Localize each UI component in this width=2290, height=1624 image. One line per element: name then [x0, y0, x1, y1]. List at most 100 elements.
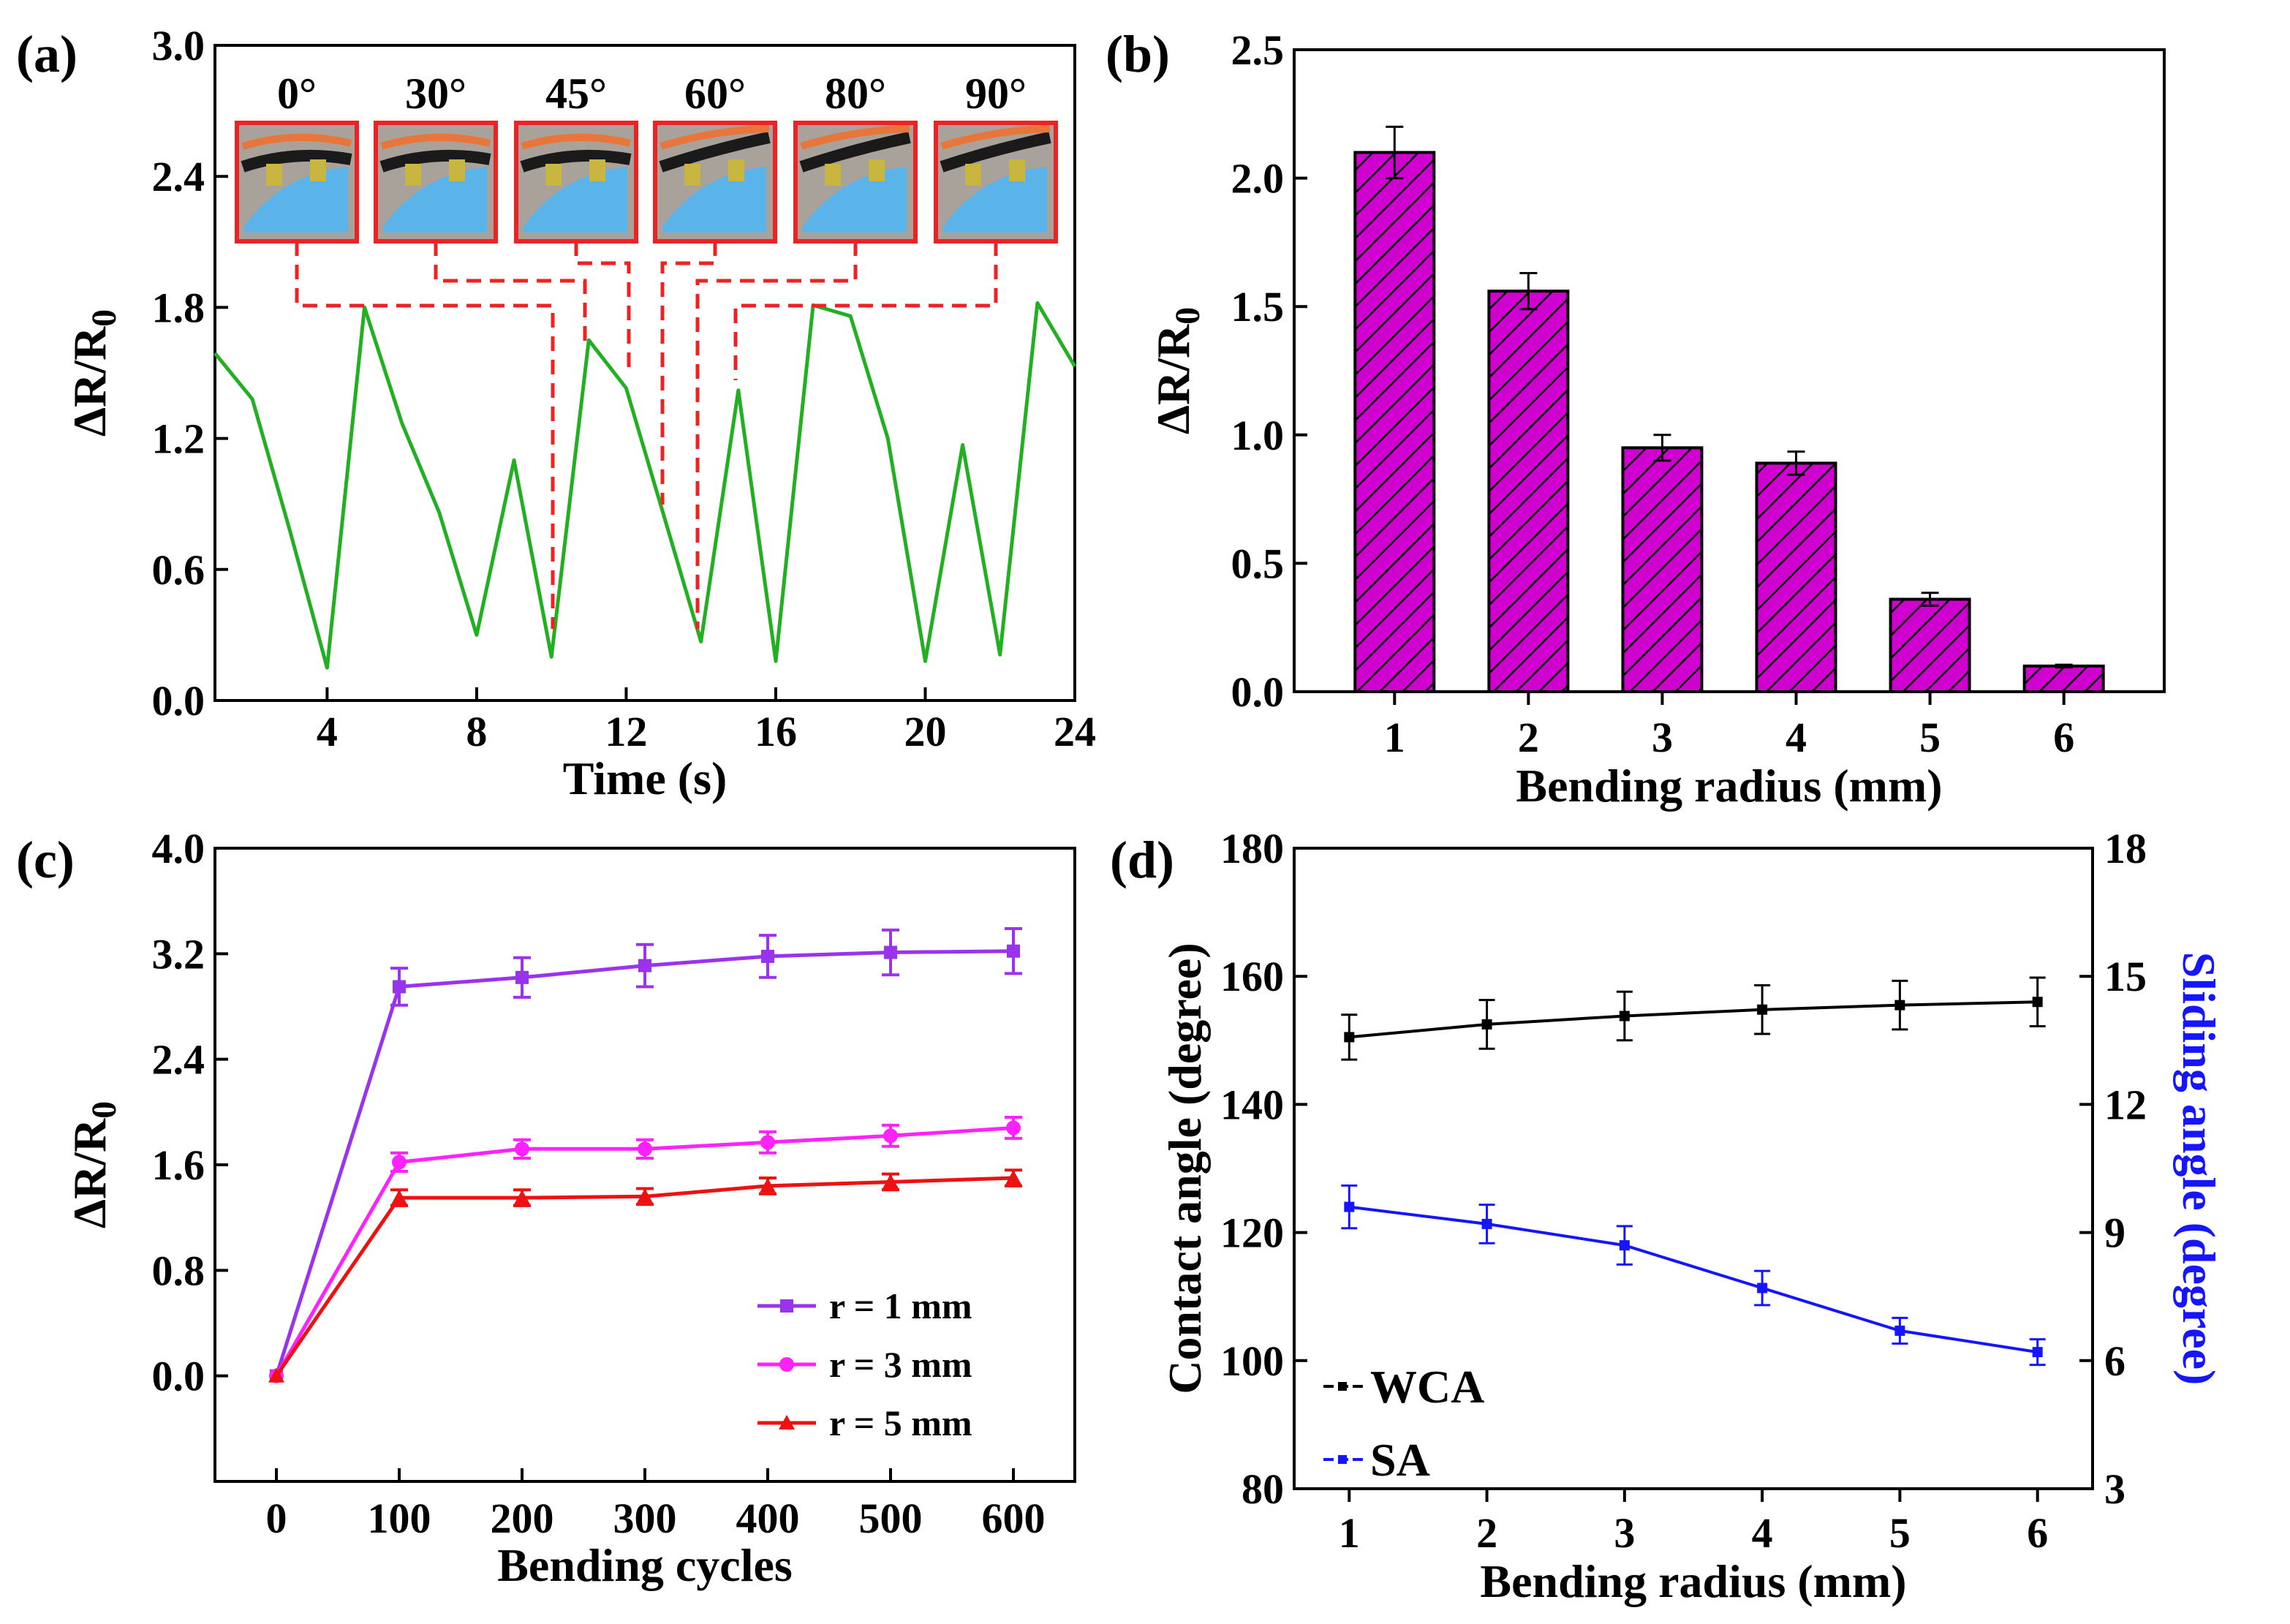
c-xtick-label: 100: [368, 1495, 431, 1542]
d-xtick-label: 5: [1889, 1509, 1911, 1557]
d-series-line: [1349, 1000, 2038, 1039]
c-ytick-label: 0.8: [152, 1247, 205, 1294]
a-xtick-label: 20: [904, 708, 946, 755]
c-data-point: [760, 1135, 775, 1150]
d-ytick-right-label: 9: [2104, 1209, 2125, 1257]
a-ytick-label: 0.0: [152, 677, 205, 725]
a-inset-electrode: [684, 164, 700, 186]
c-yaxis-title: ΔR/R0: [64, 1101, 124, 1228]
d-yaxis-right-title: Sliding angle (degree): [2173, 952, 2225, 1386]
a-dashed-connector: [733, 241, 998, 380]
a-ytick-label: 0.6: [152, 546, 205, 594]
a-inset-electrode: [405, 164, 421, 186]
c-data-point: [515, 1141, 529, 1157]
d-ytick-right-label: 6: [2104, 1337, 2125, 1385]
a-xtick-label: 16: [755, 708, 797, 755]
c-data-point: [638, 959, 651, 972]
a-inset-glove: [662, 167, 766, 233]
b-ytick-label: 1.5: [1231, 283, 1285, 331]
b-xtick-label: 6: [2053, 714, 2074, 761]
b-ytick-label: 1.0: [1231, 412, 1285, 459]
c-data-point: [391, 1190, 407, 1205]
d-data-point: [1894, 1000, 1905, 1011]
d-series-line: [1349, 1205, 2038, 1354]
c-xtick-label: 600: [982, 1495, 1046, 1542]
b-bar: [1889, 597, 1971, 693]
c-ytick-label: 1.6: [152, 1141, 205, 1189]
a-inset-photo: [655, 123, 775, 241]
a-inset-photo: [516, 123, 636, 241]
a-inset-label: 0°: [277, 69, 317, 118]
panel-a: 0.0 0.6 1.2 1.8 2.4 3.0 4 8 12 16 20 24 Time (s) ΔR/R…: [64, 22, 1096, 804]
a-inset-glove: [803, 167, 907, 233]
a-inset-glove: [524, 167, 627, 233]
b-bar: [1487, 290, 1570, 693]
a-ytick-label: 2.4: [152, 153, 205, 200]
b-xtick-label: 5: [1919, 714, 1941, 761]
d-yaxis-title: Contact angle (degree): [1159, 943, 1211, 1394]
c-data-point: [514, 1190, 530, 1205]
panel-label-b: (b): [1106, 25, 1170, 83]
a-inset-sensor-strip: [799, 132, 911, 173]
a-inset-photo: [796, 123, 915, 241]
c-legend-marker: [779, 1415, 795, 1430]
a-xtick-label: 8: [466, 708, 487, 755]
d-data-point: [1481, 1019, 1492, 1030]
c-legend-label: r = 1 mm: [829, 1285, 972, 1326]
panel-label-a: (a): [16, 25, 78, 83]
c-data-point: [637, 1188, 653, 1204]
d-ytick-label: 120: [1220, 1209, 1284, 1257]
d-xtick-label: 3: [1614, 1509, 1635, 1557]
a-inset-electrode: [545, 164, 562, 186]
c-xtick-label: 500: [859, 1495, 923, 1542]
c-xtick-label: 400: [736, 1495, 800, 1542]
c-xaxis-title: Bending cycles: [497, 1539, 793, 1591]
a-inset-electrode: [728, 159, 744, 181]
c-legend-marker: [780, 1299, 793, 1313]
d-ytick-right-label: 3: [2104, 1465, 2125, 1513]
c-ytick-label: 4.0: [152, 825, 205, 872]
b-xaxis-title: Bending radius (mm): [1516, 760, 1942, 812]
a-ytick-label: 3.0: [152, 22, 205, 69]
a-inset-electrode: [825, 164, 841, 186]
d-data-point: [1757, 1283, 1768, 1293]
c-data-point: [393, 980, 406, 994]
a-inset-electrode: [965, 164, 981, 186]
a-inset-sensor-strip: [659, 132, 771, 173]
a-inset-electrode: [310, 159, 326, 181]
b-xtick-label: 4: [1785, 714, 1807, 761]
a-yaxis-title: ΔR/R0: [64, 309, 124, 437]
d-ytick-label: 180: [1220, 825, 1284, 872]
d-legend-label: WCA: [1370, 1361, 1484, 1413]
d-xtick-label: 2: [1476, 1509, 1497, 1557]
a-xaxis-title: Time (s): [563, 752, 728, 804]
panel-label-c: (c): [16, 831, 75, 889]
c-legend-label: r = 5 mm: [829, 1402, 972, 1443]
c-data-point: [1007, 944, 1020, 958]
b-yaxis-title-main: ΔR/R: [1147, 324, 1199, 434]
a-inset-sensor-strip: [520, 149, 632, 173]
a-inset-label: 60°: [684, 69, 746, 118]
a-inset-electrode: [1009, 159, 1025, 181]
a-yaxis-title-main: ΔR/R: [64, 326, 116, 437]
c-yaxis-title-sub: 0: [85, 1101, 124, 1119]
c-data-point: [883, 1128, 898, 1144]
c-yaxis-title-main: ΔR/R: [64, 1118, 116, 1228]
a-inset-sensor-strip: [940, 132, 1051, 173]
c-legend-label: r = 3 mm: [829, 1344, 972, 1385]
a-inset-photo: [237, 123, 357, 241]
a-xtick-label: 24: [1054, 708, 1096, 755]
c-ytick-label: 2.4: [152, 1036, 205, 1084]
a-inset-electrode: [266, 164, 282, 186]
b-yaxis-title: ΔR/R0: [1147, 307, 1207, 434]
panel-b: 0.0 0.5 1.0 1.5 2.0 2.5 1 2 3 4 5 6 Bending radius (…: [1147, 26, 2166, 812]
a-ytick-label: 1.8: [152, 284, 205, 331]
a-inset-photo: [376, 123, 496, 241]
d-data-point: [1619, 1011, 1630, 1021]
d-xaxis-title: Bending radius (mm): [1480, 1555, 1906, 1607]
a-dashed-connector: [695, 241, 858, 629]
a-inset-label: 90°: [965, 69, 1027, 118]
a-inset-photo: [936, 123, 1056, 241]
c-data-point: [515, 970, 529, 984]
